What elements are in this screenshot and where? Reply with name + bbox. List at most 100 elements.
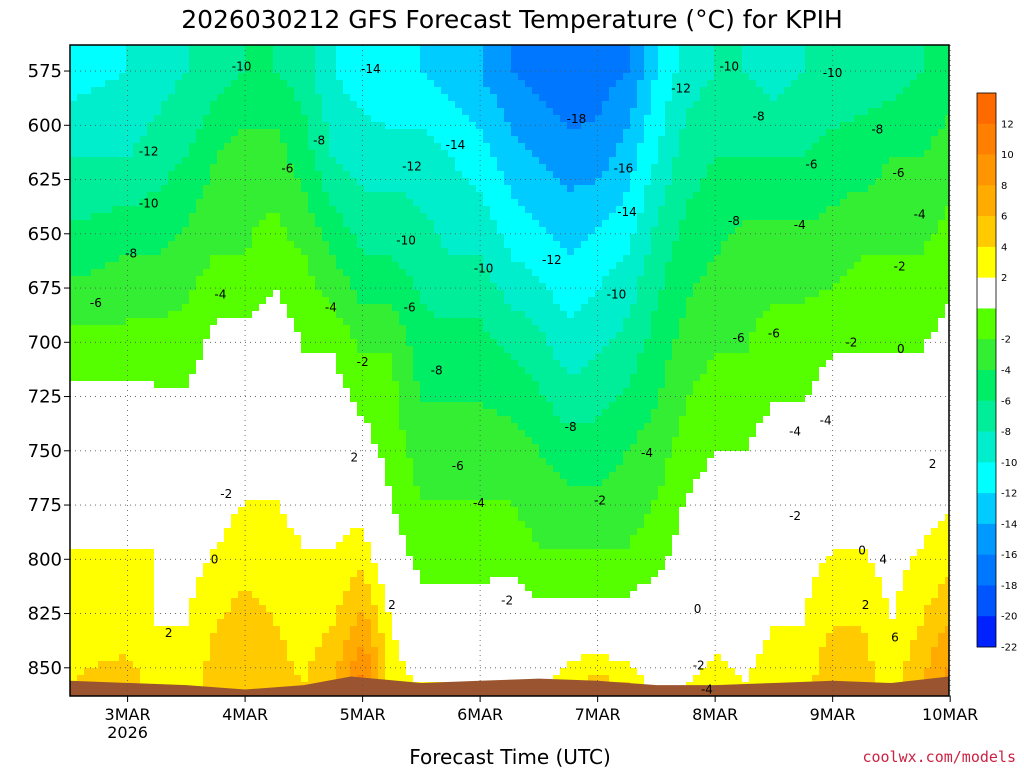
field-cell [210, 661, 218, 669]
field-cell [273, 262, 281, 270]
field-cell [196, 234, 204, 242]
field-cell [217, 521, 225, 529]
field-cell [154, 52, 162, 60]
field-cell [196, 612, 204, 620]
field-cell [217, 297, 225, 305]
field-cell [266, 248, 274, 256]
field-cell [315, 122, 323, 130]
field-cell [350, 437, 358, 445]
field-cell [392, 661, 400, 669]
field-cell [434, 122, 442, 130]
field-cell [259, 311, 267, 319]
field-cell [203, 199, 211, 207]
field-cell [392, 472, 400, 480]
field-cell [189, 619, 197, 627]
field-cell [161, 248, 169, 256]
field-cell [231, 129, 239, 137]
field-cell [119, 185, 127, 193]
field-cell [280, 654, 288, 662]
field-cell [154, 367, 162, 375]
field-cell [189, 220, 197, 228]
field-cell [210, 213, 218, 221]
field-cell [427, 402, 435, 410]
field-cell [273, 395, 281, 403]
field-cell [434, 647, 442, 655]
field-cell [259, 661, 267, 669]
field-cell [126, 143, 134, 151]
field-cell [105, 346, 113, 354]
field-cell [385, 668, 393, 676]
field-cell [343, 143, 351, 151]
field-cell [343, 451, 351, 459]
field-cell [105, 479, 113, 487]
field-cell [98, 346, 106, 354]
field-cell [189, 283, 197, 291]
field-cell [196, 374, 204, 382]
field-cell [266, 129, 274, 137]
field-cell [168, 248, 176, 256]
field-cell [133, 87, 141, 95]
field-cell [392, 234, 400, 242]
field-cell [140, 640, 148, 648]
field-cell [154, 73, 162, 81]
field-cell [98, 276, 106, 284]
field-cell [420, 360, 428, 368]
field-cell [168, 157, 176, 165]
field-cell [301, 451, 309, 459]
field-cell [133, 423, 141, 431]
field-cell [245, 311, 253, 319]
field-cell [329, 549, 337, 557]
field-cell [112, 276, 120, 284]
field-cell [301, 423, 309, 431]
field-cell [427, 325, 435, 333]
field-cell [406, 640, 414, 648]
field-cell [161, 535, 169, 543]
field-cell [245, 542, 253, 550]
field-cell [119, 395, 127, 403]
field-cell [287, 598, 295, 606]
field-cell [364, 304, 372, 312]
field-cell [343, 500, 351, 508]
field-cell [259, 437, 267, 445]
field-cell [322, 115, 330, 123]
field-cell [406, 367, 414, 375]
field-cell [441, 255, 449, 263]
field-cell [413, 87, 421, 95]
field-cell [378, 633, 386, 641]
field-cell [315, 367, 323, 375]
field-cell [112, 367, 120, 375]
field-cell [147, 101, 155, 109]
field-cell [434, 255, 442, 263]
field-cell [343, 472, 351, 480]
field-cell [413, 640, 421, 648]
field-cell [406, 304, 414, 312]
field-cell [336, 402, 344, 410]
field-cell [357, 647, 365, 655]
field-cell [357, 290, 365, 298]
field-cell [315, 388, 323, 396]
field-cell [196, 556, 204, 564]
field-cell [364, 311, 372, 319]
field-cell [350, 164, 358, 172]
field-cell [217, 528, 225, 536]
field-cell [385, 661, 393, 669]
field-cell [357, 472, 365, 480]
field-cell [196, 45, 204, 53]
field-cell [161, 360, 169, 368]
field-cell [273, 486, 281, 494]
field-cell [133, 115, 141, 123]
field-cell [182, 178, 190, 186]
field-cell [112, 591, 120, 599]
field-cell [217, 45, 225, 53]
field-cell [231, 297, 239, 305]
field-cell [112, 192, 120, 200]
field-cell [343, 619, 351, 627]
field-cell [238, 458, 246, 466]
field-cell [371, 535, 379, 543]
field-cell [70, 227, 78, 235]
field-cell [140, 52, 148, 60]
field-cell [98, 416, 106, 424]
field-cell [406, 311, 414, 319]
field-cell [308, 577, 316, 585]
field-cell [441, 234, 449, 242]
